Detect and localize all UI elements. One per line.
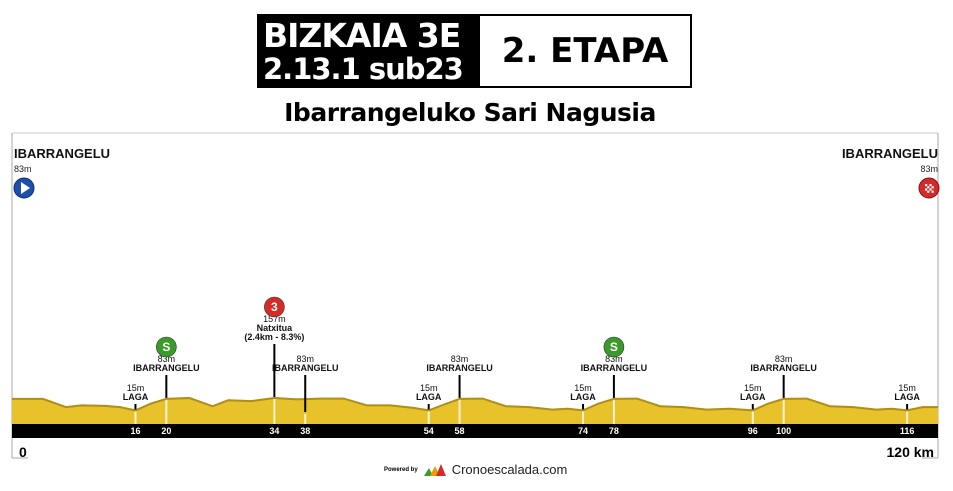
race-name: Ibarrangeluko Sari Nagusia bbox=[284, 98, 656, 127]
point-name: IBARRANGELU bbox=[133, 363, 200, 373]
km-label: 16 bbox=[130, 426, 140, 436]
checker-square bbox=[925, 188, 928, 191]
point-name: IBARRANGELU bbox=[426, 363, 493, 373]
sprint-badge-icon bbox=[156, 336, 177, 358]
axis-end-label: 120 km bbox=[886, 444, 934, 460]
profile-group bbox=[12, 396, 938, 424]
profile-ridge bbox=[12, 396, 938, 412]
km-label: 74 bbox=[578, 426, 588, 436]
point-name: IBARRANGELU bbox=[581, 363, 648, 373]
checkered-pattern bbox=[925, 184, 934, 193]
point-detail: (2.4km - 8.3%) bbox=[244, 332, 304, 342]
point-elevation: 15m bbox=[898, 383, 916, 393]
finish-elevation: 83m bbox=[920, 164, 938, 174]
point-name: IBARRANGELU bbox=[750, 363, 817, 373]
point-elevation: 83m bbox=[158, 354, 176, 364]
km-label: 34 bbox=[269, 426, 279, 436]
start-name: IBARRANGELU bbox=[14, 146, 111, 161]
point-elevation: 15m bbox=[744, 383, 762, 393]
sprint-badge-icon bbox=[603, 336, 625, 358]
distance-bar bbox=[12, 424, 938, 438]
badge-label: S bbox=[610, 340, 618, 354]
point-name: LAGA bbox=[570, 392, 596, 402]
km-label: 38 bbox=[300, 426, 310, 436]
powered-by: Powered by Cronoescalada.com bbox=[384, 462, 567, 477]
checker-square bbox=[931, 186, 934, 189]
km-label: 20 bbox=[161, 426, 171, 436]
site-link[interactable]: Cronoescalada.com bbox=[451, 462, 568, 477]
category-box: BIZKAIA 3E 2.13.1 sub23 bbox=[257, 14, 478, 88]
category-title: BIZKAIA 3E bbox=[263, 16, 461, 55]
point-name: LAGA bbox=[416, 392, 442, 402]
km-label: 78 bbox=[609, 426, 619, 436]
checker-square bbox=[931, 190, 934, 193]
km-label: 58 bbox=[455, 426, 465, 436]
km-label: 54 bbox=[424, 426, 434, 436]
point-name: Natxitua bbox=[257, 323, 294, 333]
point-elevation: 83m bbox=[775, 354, 793, 364]
stage-label: 2. ETAPA bbox=[478, 14, 692, 88]
checker-square bbox=[927, 186, 930, 189]
km-label: 96 bbox=[748, 426, 758, 436]
point-elevation: 83m bbox=[296, 354, 314, 364]
start-elevation: 83m bbox=[14, 164, 32, 174]
point-name: IBARRANGELU bbox=[272, 363, 339, 373]
finish-name: IBARRANGELU bbox=[841, 146, 938, 161]
point-name: LAGA bbox=[740, 392, 766, 402]
point-elevation: 15m bbox=[574, 383, 592, 393]
checker-square bbox=[925, 184, 928, 187]
point-elevation: 15m bbox=[127, 383, 145, 393]
axis-start-label: 0 bbox=[19, 444, 27, 460]
point-elevation: 83m bbox=[451, 354, 469, 364]
point-elevation: 15m bbox=[420, 383, 438, 393]
point-elevation: 83m bbox=[605, 354, 623, 364]
km-label: 100 bbox=[776, 426, 791, 436]
category-code: 2.13.1 sub23 bbox=[263, 52, 464, 86]
cronoescalada-logo-icon bbox=[423, 463, 446, 476]
point-elevation: 157m bbox=[263, 314, 286, 324]
badge-label: 3 bbox=[271, 300, 278, 314]
profile-area bbox=[12, 397, 938, 424]
play-icon-glyph bbox=[21, 182, 30, 194]
point-name: LAGA bbox=[894, 392, 920, 402]
checker-square bbox=[929, 184, 932, 187]
km-label: 116 bbox=[900, 426, 915, 436]
badge-label: S bbox=[162, 340, 170, 354]
checker-square bbox=[927, 190, 930, 193]
climb-category-badge-icon bbox=[264, 296, 285, 318]
point-name: LAGA bbox=[123, 392, 149, 402]
powered-by-text: Powered by bbox=[384, 466, 418, 473]
checker-square bbox=[929, 188, 932, 191]
